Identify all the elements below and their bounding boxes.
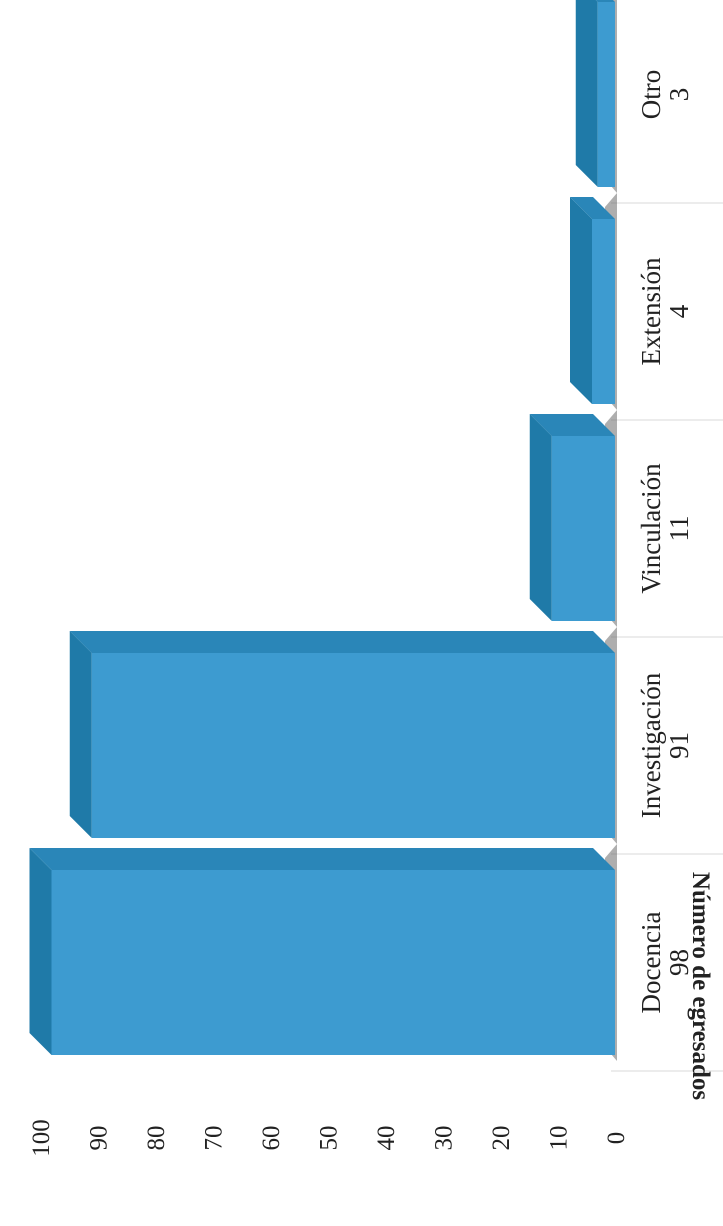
- bar-front-face: [51, 870, 615, 1055]
- data-label: 98: [664, 949, 694, 976]
- category-label: Vinculación: [636, 463, 666, 594]
- bar-side-face: [29, 848, 615, 870]
- bars: [29, 0, 617, 1061]
- bar: [69, 627, 617, 844]
- bar-top-face: [29, 848, 52, 1055]
- bar-top-face: [570, 197, 592, 404]
- y-tick-label: 90: [86, 1126, 113, 1151]
- category-separators: [611, 202, 723, 1072]
- y-axis-title: Número de egresados: [687, 872, 714, 1100]
- y-tick-label: 0: [603, 1132, 630, 1145]
- category-label: Otro: [636, 70, 666, 120]
- category-label: Extensión: [636, 257, 666, 365]
- bar-top-face: [69, 631, 92, 838]
- bar-side-face: [69, 631, 615, 653]
- bar-front-face: [592, 219, 615, 404]
- data-label: 11: [664, 516, 694, 542]
- bar: [529, 410, 617, 627]
- bar: [570, 193, 617, 410]
- bar-side-face: [529, 414, 615, 436]
- bar-front-face: [91, 653, 615, 838]
- data-label: 4: [664, 304, 694, 318]
- y-axis-ticks: 0 10 20 30 40 50 60 70 80 90 100: [28, 1119, 630, 1157]
- category-label: Investigación: [636, 672, 666, 818]
- y-tick-label: 10: [546, 1126, 573, 1151]
- y-tick-label: 20: [488, 1126, 515, 1151]
- bar-front-face: [597, 2, 615, 187]
- bar-top-face: [575, 0, 598, 187]
- y-tick-label: 70: [201, 1126, 228, 1151]
- bar-side-face: [570, 197, 615, 219]
- bar-front-face: [551, 436, 615, 621]
- y-tick-label: 50: [316, 1126, 343, 1151]
- data-label: 3: [664, 88, 694, 102]
- y-tick-label: 100: [28, 1119, 55, 1157]
- y-tick-label: 30: [431, 1126, 458, 1151]
- bar: [575, 0, 617, 193]
- y-tick-label: 60: [258, 1126, 285, 1151]
- bar: [29, 844, 617, 1061]
- y-tick-label: 40: [373, 1126, 400, 1151]
- category-label: Docencia: [636, 912, 666, 1014]
- y-tick-label: 80: [143, 1126, 170, 1151]
- bar-top-face: [529, 414, 552, 621]
- data-label: 91: [664, 732, 694, 759]
